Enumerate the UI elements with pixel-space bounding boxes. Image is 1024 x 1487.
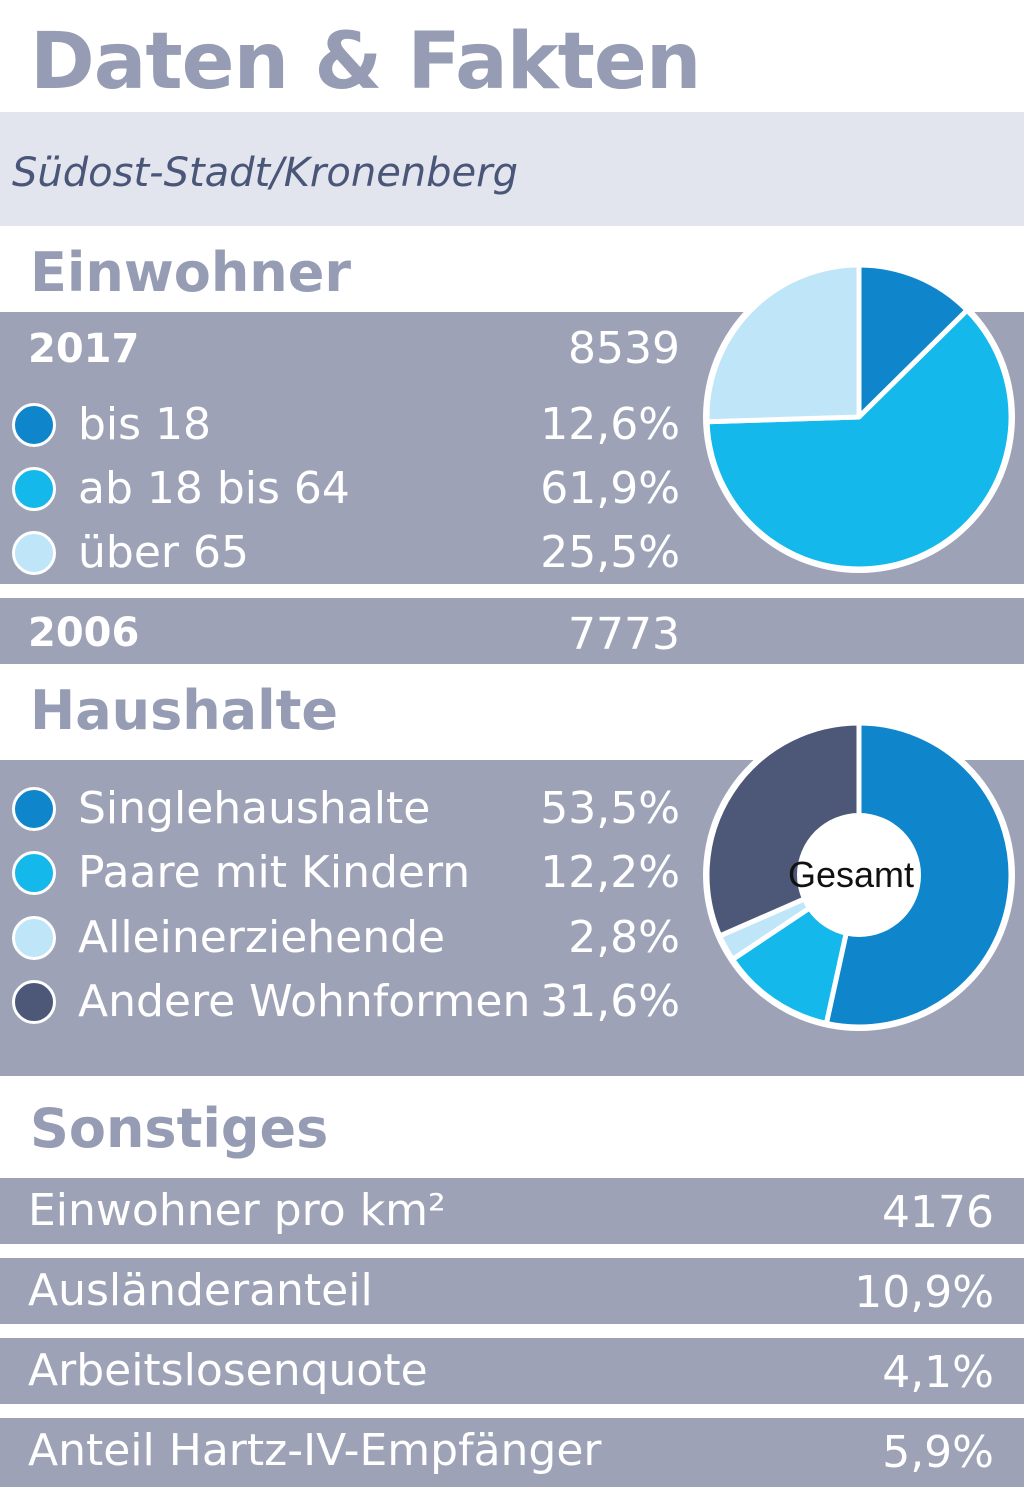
stat-value-auslaender: 10,9% — [854, 1267, 994, 1318]
stat-row — [0, 1418, 1024, 1487]
stat-value-arbeitslos: 4,1% — [882, 1347, 994, 1398]
stat-row — [0, 1338, 1024, 1404]
donut-hole — [797, 813, 921, 937]
district-name: Südost-Stadt/Kronenberg — [12, 150, 518, 196]
legend-dot-bis-18 — [12, 403, 56, 447]
legend-dot-andere — [12, 980, 56, 1024]
einwohner-pie-chart — [703, 261, 1015, 573]
legend-value-ueber-65: 25,5% — [540, 527, 680, 578]
legend-value-18-64: 61,9% — [540, 463, 680, 514]
total-2006-value: 7773 — [568, 609, 680, 660]
legend-label-andere: Andere Wohnformen — [78, 976, 531, 1027]
year-2006-label: 2006 — [28, 610, 140, 656]
subtitle-band — [0, 112, 1024, 226]
legend-label-bis-18: bis 18 — [78, 399, 212, 450]
legend-value-andere: 31,6% — [540, 976, 680, 1027]
einwohner-heading: Einwohner — [30, 241, 351, 304]
donut-center-label: Gesamt — [788, 854, 914, 895]
year-2006-band — [0, 598, 1024, 664]
haushalte-donut-chart: Gesamt — [703, 719, 1015, 1031]
pie-slice-18-64 — [704, 307, 1014, 572]
legend-dot-18-64 — [12, 467, 56, 511]
stat-label-arbeitslos: Arbeitslosenquote — [28, 1345, 428, 1396]
legend-value-single: 53,5% — [540, 783, 680, 834]
legend-value-alleinerziehende: 2,8% — [568, 912, 680, 963]
stat-row — [0, 1178, 1024, 1244]
total-2017-value: 8539 — [568, 323, 680, 374]
legend-dot-ueber-65 — [12, 531, 56, 575]
page-title: Daten & Fakten — [30, 17, 701, 107]
legend-label-single: Singlehaushalte — [78, 783, 431, 834]
legend-label-alleinerziehende: Alleinerziehende — [78, 912, 446, 963]
legend-label-paare: Paare mit Kindern — [78, 847, 471, 898]
pie-slice-ueber-65 — [704, 262, 862, 425]
stat-value-density: 4176 — [882, 1187, 994, 1238]
stat-label-hartz: Anteil Hartz-IV-Empfänger — [28, 1425, 602, 1476]
pie-slice-bis-18 — [856, 262, 970, 420]
stat-row — [0, 1258, 1024, 1324]
sonstiges-heading: Sonstiges — [30, 1097, 329, 1160]
legend-dot-paare — [12, 851, 56, 895]
stat-label-auslaender: Ausländeranteil — [28, 1265, 373, 1316]
stat-label-density: Einwohner pro km² — [28, 1185, 446, 1236]
legend-label-ueber-65: über 65 — [78, 527, 249, 578]
legend-dot-alleinerziehende — [12, 916, 56, 960]
legend-dot-single — [12, 787, 56, 831]
stat-value-hartz: 5,9% — [882, 1427, 994, 1478]
legend-label-18-64: ab 18 bis 64 — [78, 463, 350, 514]
legend-value-paare: 12,2% — [540, 847, 680, 898]
year-2017-label: 2017 — [28, 326, 140, 372]
haushalte-heading: Haushalte — [30, 679, 339, 742]
legend-value-bis-18: 12,6% — [540, 399, 680, 450]
